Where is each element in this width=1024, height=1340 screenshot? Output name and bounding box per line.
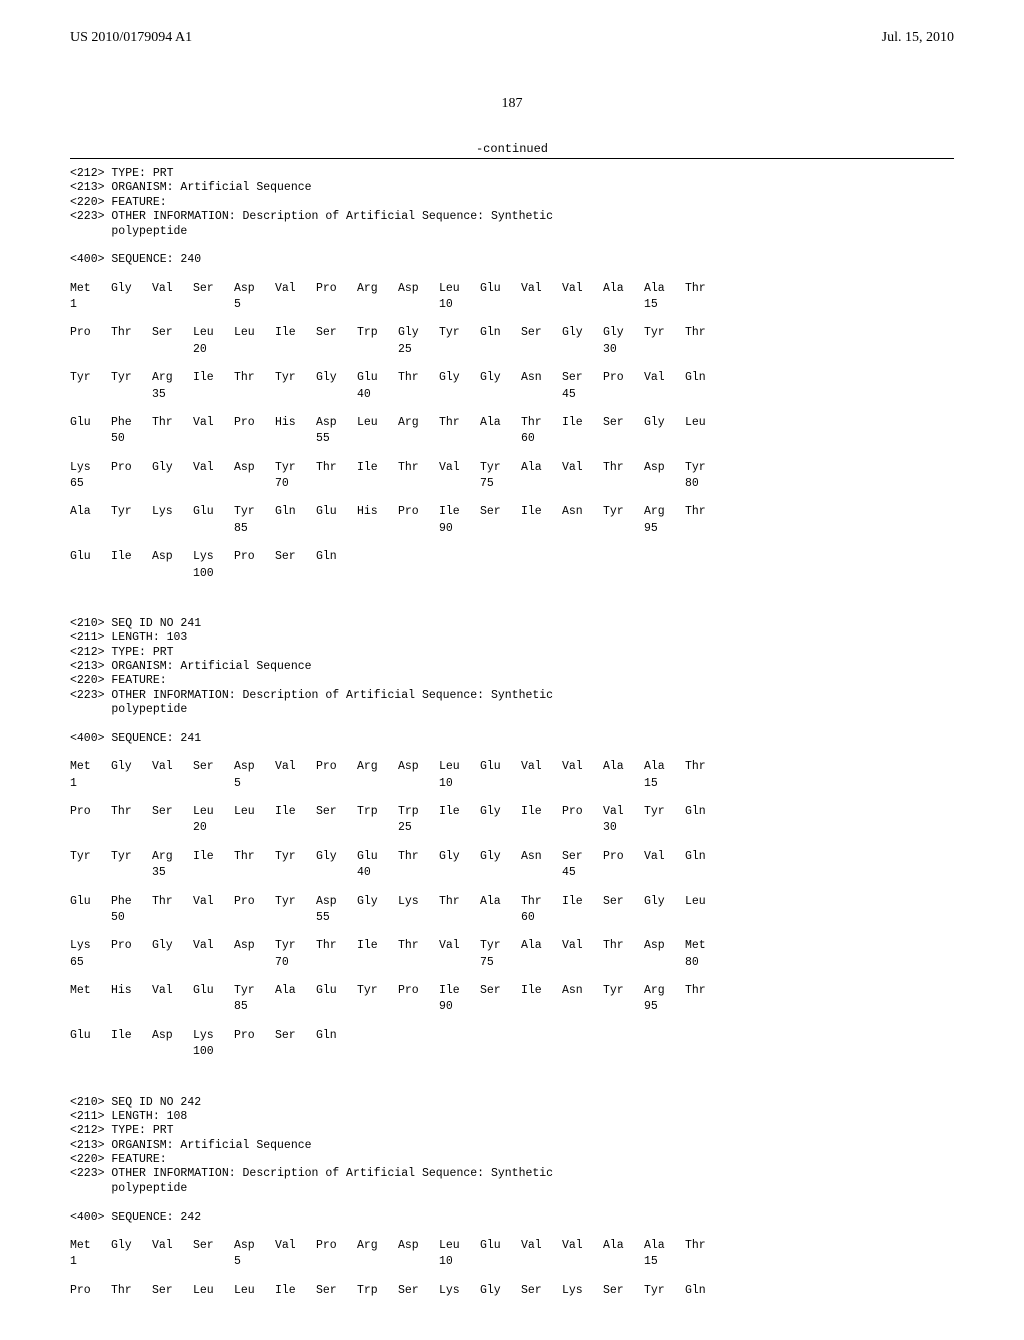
seq-240-n3: 354045 <box>70 388 954 402</box>
seq-240-r6: AlaTyrLysGluTyrGlnGluHisProIleSerIleAsnT… <box>70 505 954 519</box>
seq-241-n5: 65707580 <box>70 956 954 970</box>
seq-240-n2: 202530 <box>70 343 954 357</box>
seq-240-n7: 100 <box>70 567 954 581</box>
publication-date: Jul. 15, 2010 <box>882 30 954 46</box>
seq-240-r1: MetGlyValSerAspValProArgAspLeuGluValValA… <box>70 282 954 296</box>
seq-240-r7: GluIleAspLysProSerGln <box>70 550 954 564</box>
seq-241-n4: 505560 <box>70 911 954 925</box>
patent-page: US 2010/0179094 A1 Jul. 15, 2010 187 -co… <box>0 0 1024 1340</box>
page-header: US 2010/0179094 A1 Jul. 15, 2010 <box>70 30 954 46</box>
seq-241-r7: GluIleAspLysProSerGln <box>70 1029 954 1043</box>
seq-241-r6: MetHisValGluTyrAlaGluTyrProIleSerIleAsnT… <box>70 984 954 998</box>
continued-label: -continued <box>70 142 954 156</box>
seq-242-n1: 151015 <box>70 1255 954 1269</box>
seq-241-n7: 100 <box>70 1045 954 1059</box>
seq-241-r3: TyrTyrArgIleThrTyrGlyGluThrGlyGlyAsnSerP… <box>70 850 954 864</box>
seq-242-r2: ProThrSerLeuLeuIleSerTrpSerLysGlySerLysS… <box>70 1284 954 1298</box>
seq-241-n1: 151015 <box>70 777 954 791</box>
seq-241-n3: 354045 <box>70 866 954 880</box>
seq-241-meta: <210> SEQ ID NO 241 <211> LENGTH: 103 <2… <box>70 617 954 746</box>
seq-240-n4: 505560 <box>70 432 954 446</box>
page-number: 187 <box>70 96 954 112</box>
seq-241-r5: LysProGlyValAspTyrThrIleThrValTyrAlaValT… <box>70 939 954 953</box>
seq-240-meta: <212> TYPE: PRT <213> ORGANISM: Artifici… <box>70 167 954 268</box>
seq-240-n1: 151015 <box>70 298 954 312</box>
seq-241-n2: 202530 <box>70 821 954 835</box>
seq-240-r4: GluPheThrValProHisAspLeuArgThrAlaThrIleS… <box>70 416 954 430</box>
seq-242-r1: MetGlyValSerAspValProArgAspLeuGluValValA… <box>70 1239 954 1253</box>
seq-241-n6: 859095 <box>70 1000 954 1014</box>
seq-240-r5: LysProGlyValAspTyrThrIleThrValTyrAlaValT… <box>70 461 954 475</box>
seq-241-r1: MetGlyValSerAspValProArgAspLeuGluValValA… <box>70 760 954 774</box>
seq-240-n6: 859095 <box>70 522 954 536</box>
seq-240-n5: 65707580 <box>70 477 954 491</box>
seq-240-r2: ProThrSerLeuLeuIleSerTrpGlyTyrGlnSerGlyG… <box>70 326 954 340</box>
section-rule <box>70 158 954 159</box>
seq-241-r2: ProThrSerLeuLeuIleSerTrpTrpIleGlyIleProV… <box>70 805 954 819</box>
seq-241-r4: GluPheThrValProTyrAspGlyLysThrAlaThrIleS… <box>70 895 954 909</box>
seq-240-r3: TyrTyrArgIleThrTyrGlyGluThrGlyGlyAsnSerP… <box>70 371 954 385</box>
publication-number: US 2010/0179094 A1 <box>70 30 192 46</box>
seq-242-meta: <210> SEQ ID NO 242 <211> LENGTH: 108 <2… <box>70 1096 954 1225</box>
